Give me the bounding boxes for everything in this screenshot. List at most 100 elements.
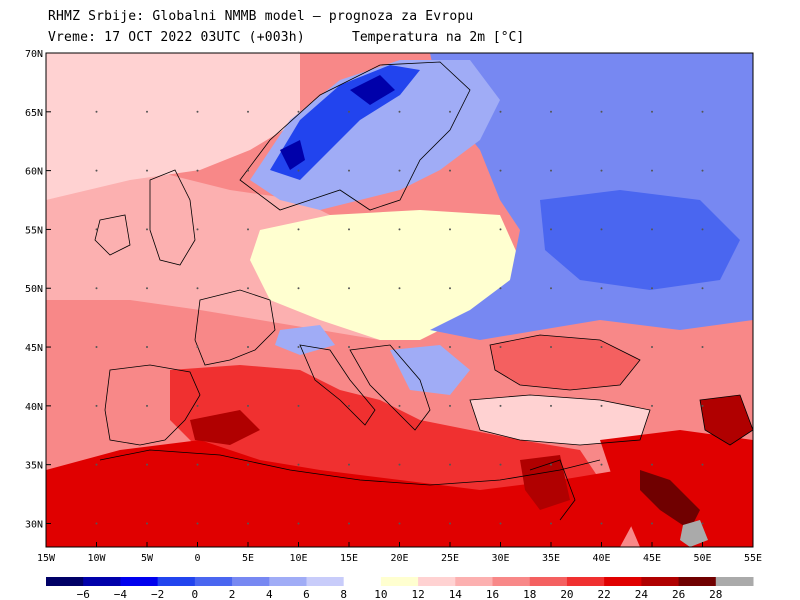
colorbar-bin — [455, 577, 494, 586]
lon-tick-label: 15W — [37, 553, 56, 564]
colorbar-label: 12 — [411, 588, 424, 600]
grid-dot — [600, 110, 603, 113]
grid-dot — [600, 463, 603, 466]
colorbar-label: 4 — [266, 588, 273, 600]
grid-dot — [247, 169, 249, 172]
grid-dot — [398, 346, 401, 349]
grid-dot — [95, 287, 98, 290]
colorbar-bin — [194, 577, 233, 586]
grid-dot — [247, 287, 249, 290]
grid-dot — [348, 110, 350, 113]
region-black-sea-warm — [490, 335, 640, 390]
coast-france — [194, 289, 276, 366]
grid-dot — [196, 169, 199, 172]
grid-dot — [348, 463, 350, 466]
grid-dot — [499, 287, 502, 290]
grid-dot — [398, 287, 401, 290]
grid-dot — [348, 169, 350, 172]
grid-dot — [247, 110, 249, 113]
lon-tick-label: 35E — [542, 553, 560, 564]
grid-dot — [701, 110, 704, 113]
grid-dot — [146, 287, 148, 290]
coast-turkey — [469, 394, 651, 446]
latitude-axis: 30N 35N 40N 45N 50N 55N 60N 65N 70N — [25, 49, 51, 530]
coast-balkans — [349, 344, 431, 431]
grid-dot — [398, 169, 401, 172]
grid-dot — [247, 404, 249, 407]
grid-dot — [550, 522, 552, 525]
coast-red-sea — [529, 459, 576, 521]
grid-dot — [701, 169, 704, 172]
grid-dot — [600, 287, 603, 290]
lon-tick-label: 25E — [441, 553, 459, 564]
region-north-atlantic-cool — [46, 53, 300, 200]
grid-dot — [701, 404, 704, 407]
grid-dot — [651, 110, 653, 113]
region-turkey-cool — [470, 395, 650, 445]
coast-ireland — [94, 214, 131, 256]
grid-dot — [146, 463, 148, 466]
grid-dot — [95, 346, 98, 349]
colorbar-bin — [529, 577, 568, 586]
grid-dot — [449, 169, 451, 172]
grid-dot — [95, 404, 98, 407]
grid-dot — [297, 404, 300, 407]
colorbar-bin — [232, 577, 270, 586]
grid-dot — [95, 228, 98, 231]
lat-tick-label: 60N — [25, 167, 43, 178]
grid-dot — [600, 169, 603, 172]
grid-dot — [146, 110, 148, 113]
lat-tick-label: 55N — [25, 225, 43, 236]
colorbar-label: −6 — [77, 588, 90, 600]
colorbar-bin — [604, 577, 642, 586]
colorbar-bin — [157, 577, 196, 586]
region-persian-gulf-hot — [640, 470, 700, 530]
region-scandinavia-cold — [250, 60, 500, 210]
grid-dot — [651, 287, 653, 290]
grid-dot — [701, 346, 704, 349]
grid-dot — [398, 404, 401, 407]
lat-tick-label: 50N — [25, 284, 43, 295]
grid-dot — [247, 522, 249, 525]
grid-dot — [550, 463, 552, 466]
grid-dot — [297, 110, 300, 113]
region-russia-cold — [540, 190, 740, 290]
colorbar-bin — [269, 577, 307, 586]
grid-dot — [348, 287, 350, 290]
grid-dot — [398, 463, 401, 466]
grid-dot — [651, 404, 653, 407]
grid-dot — [196, 522, 199, 525]
grid-dot — [95, 169, 98, 172]
grid-dot — [146, 228, 148, 231]
grid-dot — [449, 346, 451, 349]
grid-dot — [449, 228, 451, 231]
colorbar-label: 8 — [340, 588, 347, 600]
grid-dot — [550, 287, 552, 290]
coast-caspian — [699, 394, 753, 446]
grid-dot — [651, 169, 653, 172]
colorbar-bin — [715, 577, 754, 586]
grid-dot — [95, 522, 98, 525]
grid-dot — [297, 346, 300, 349]
lon-tick-label: 30E — [491, 553, 509, 564]
coast-scandinavia — [239, 61, 471, 211]
grid-dot — [701, 463, 704, 466]
colorbar-label: −4 — [114, 588, 128, 600]
grid-dot — [701, 228, 704, 231]
grid-dot — [499, 463, 502, 466]
grid-dot — [196, 287, 199, 290]
region-balkans-cold — [390, 345, 470, 395]
grid-dot — [499, 346, 502, 349]
coast-iberia — [104, 364, 201, 446]
grid-dot — [398, 522, 401, 525]
colorbar-bin — [120, 577, 159, 586]
colorbar-label: 18 — [523, 588, 536, 600]
grid-dot — [95, 110, 98, 113]
grid-dot — [348, 228, 350, 231]
longitude-axis: 15W 10W 5W 0 5E 10E 15E 20E 25E 30E 35E 40E 45E 50E 55… — [37, 542, 762, 564]
map-title: RHMZ Srbije: Globalni NMMB model — progn… — [48, 9, 474, 24]
grid-dot — [499, 110, 502, 113]
grid-dot — [247, 346, 249, 349]
colorbar-label: 2 — [229, 588, 236, 600]
